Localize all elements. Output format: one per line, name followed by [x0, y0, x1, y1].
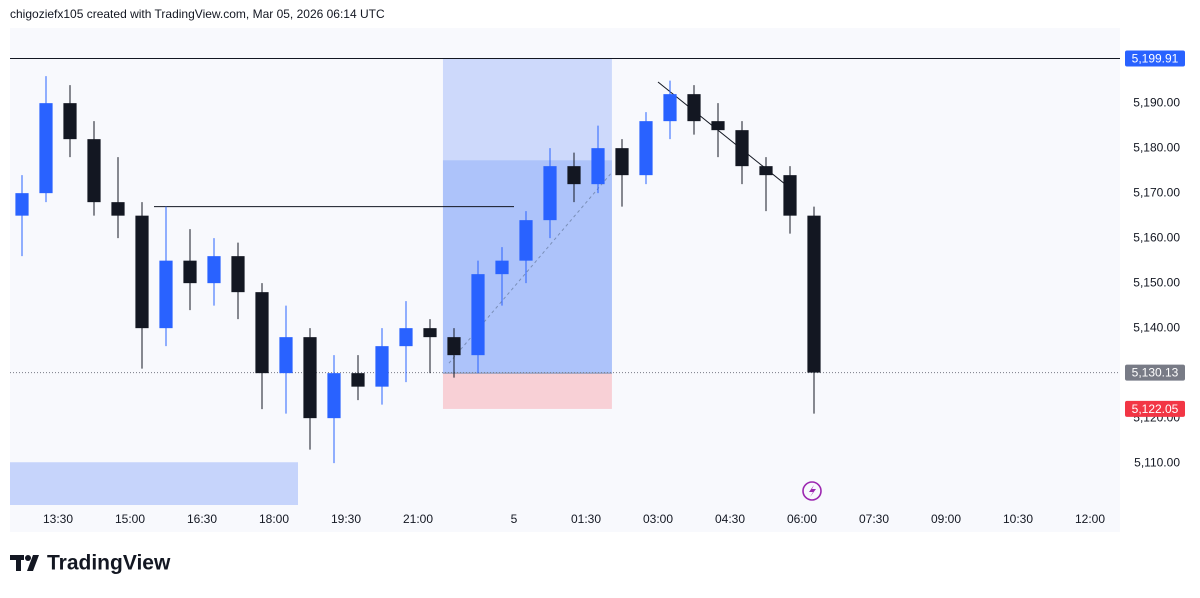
candle-body [399, 328, 413, 347]
price-label-box [1125, 364, 1185, 381]
price-label-box [1125, 400, 1185, 417]
candle-body [375, 346, 389, 387]
y-tick-label: 5,140.00 [1133, 320, 1180, 334]
candle-body [807, 215, 821, 373]
y-tick-label: 5,170.00 [1133, 185, 1180, 199]
x-tick-label: 13:30 [43, 512, 73, 526]
candle-body [135, 215, 149, 329]
candle-body [615, 148, 629, 176]
candle-body [471, 274, 485, 356]
y-tick-label: 5,160.00 [1133, 230, 1180, 244]
header-text: chigoziefx105 created with TradingView.c… [10, 7, 385, 21]
price-label: 5,199.91 [1132, 52, 1179, 66]
x-tick-label: 01:30 [571, 512, 601, 526]
candle-body [87, 139, 101, 203]
price-label: 5,122.05 [1132, 402, 1179, 416]
candle-body [591, 148, 605, 185]
alert-icon [802, 481, 822, 501]
x-tick-label: 16:30 [187, 512, 217, 526]
candle-body [327, 373, 341, 419]
x-tick-label: 04:30 [715, 512, 745, 526]
candle-body [735, 130, 749, 167]
price-label-box [1125, 50, 1185, 67]
x-tick-label: 21:00 [403, 512, 433, 526]
position-stop [442, 373, 612, 409]
candle-body [351, 373, 365, 387]
candle-body [231, 256, 245, 293]
logo-icon [10, 555, 39, 571]
candle-body [183, 260, 197, 284]
candle-body [543, 166, 557, 221]
candle-body [687, 94, 701, 122]
y-tick-label: 5,110.00 [1134, 455, 1180, 469]
candle-body [639, 121, 653, 176]
candle-body [567, 166, 581, 185]
candle-body [15, 193, 29, 216]
x-tick-label: 10:30 [1003, 512, 1033, 526]
candle-body [63, 103, 77, 140]
candle-body [255, 292, 269, 374]
x-tick-label: 5 [511, 512, 518, 526]
x-tick-label: 12:00 [1075, 512, 1105, 526]
candle-body [663, 94, 677, 122]
candle-body [759, 166, 773, 176]
candle-body [207, 256, 221, 284]
x-tick-label: 15:00 [115, 512, 145, 526]
x-tick-label: 18:00 [259, 512, 289, 526]
x-tick-label: 07:30 [859, 512, 889, 526]
candle-body [159, 260, 173, 329]
position-progress [442, 160, 612, 374]
price-label: 5,130.13 [1132, 366, 1179, 380]
y-tick-label: 5,190.00 [1133, 95, 1180, 109]
candle-body [783, 175, 797, 216]
candle-body [711, 121, 725, 131]
zone [10, 462, 298, 505]
candle-body [39, 103, 53, 194]
candle-body [303, 337, 317, 419]
y-tick-label: 5,180.00 [1133, 140, 1180, 154]
y-tick-label: 5,150.00 [1133, 275, 1180, 289]
x-tick-label: 06:00 [787, 512, 817, 526]
x-tick-label: 03:00 [643, 512, 673, 526]
x-tick-label: 19:30 [331, 512, 361, 526]
candle-body [279, 337, 293, 374]
candle-body [495, 260, 509, 275]
logo-text: TradingView [47, 552, 171, 575]
candle-body [447, 337, 461, 356]
x-tick-label: 09:00 [931, 512, 961, 526]
candle-body [519, 220, 533, 261]
candle-body [111, 202, 125, 216]
candle-body [423, 328, 437, 338]
